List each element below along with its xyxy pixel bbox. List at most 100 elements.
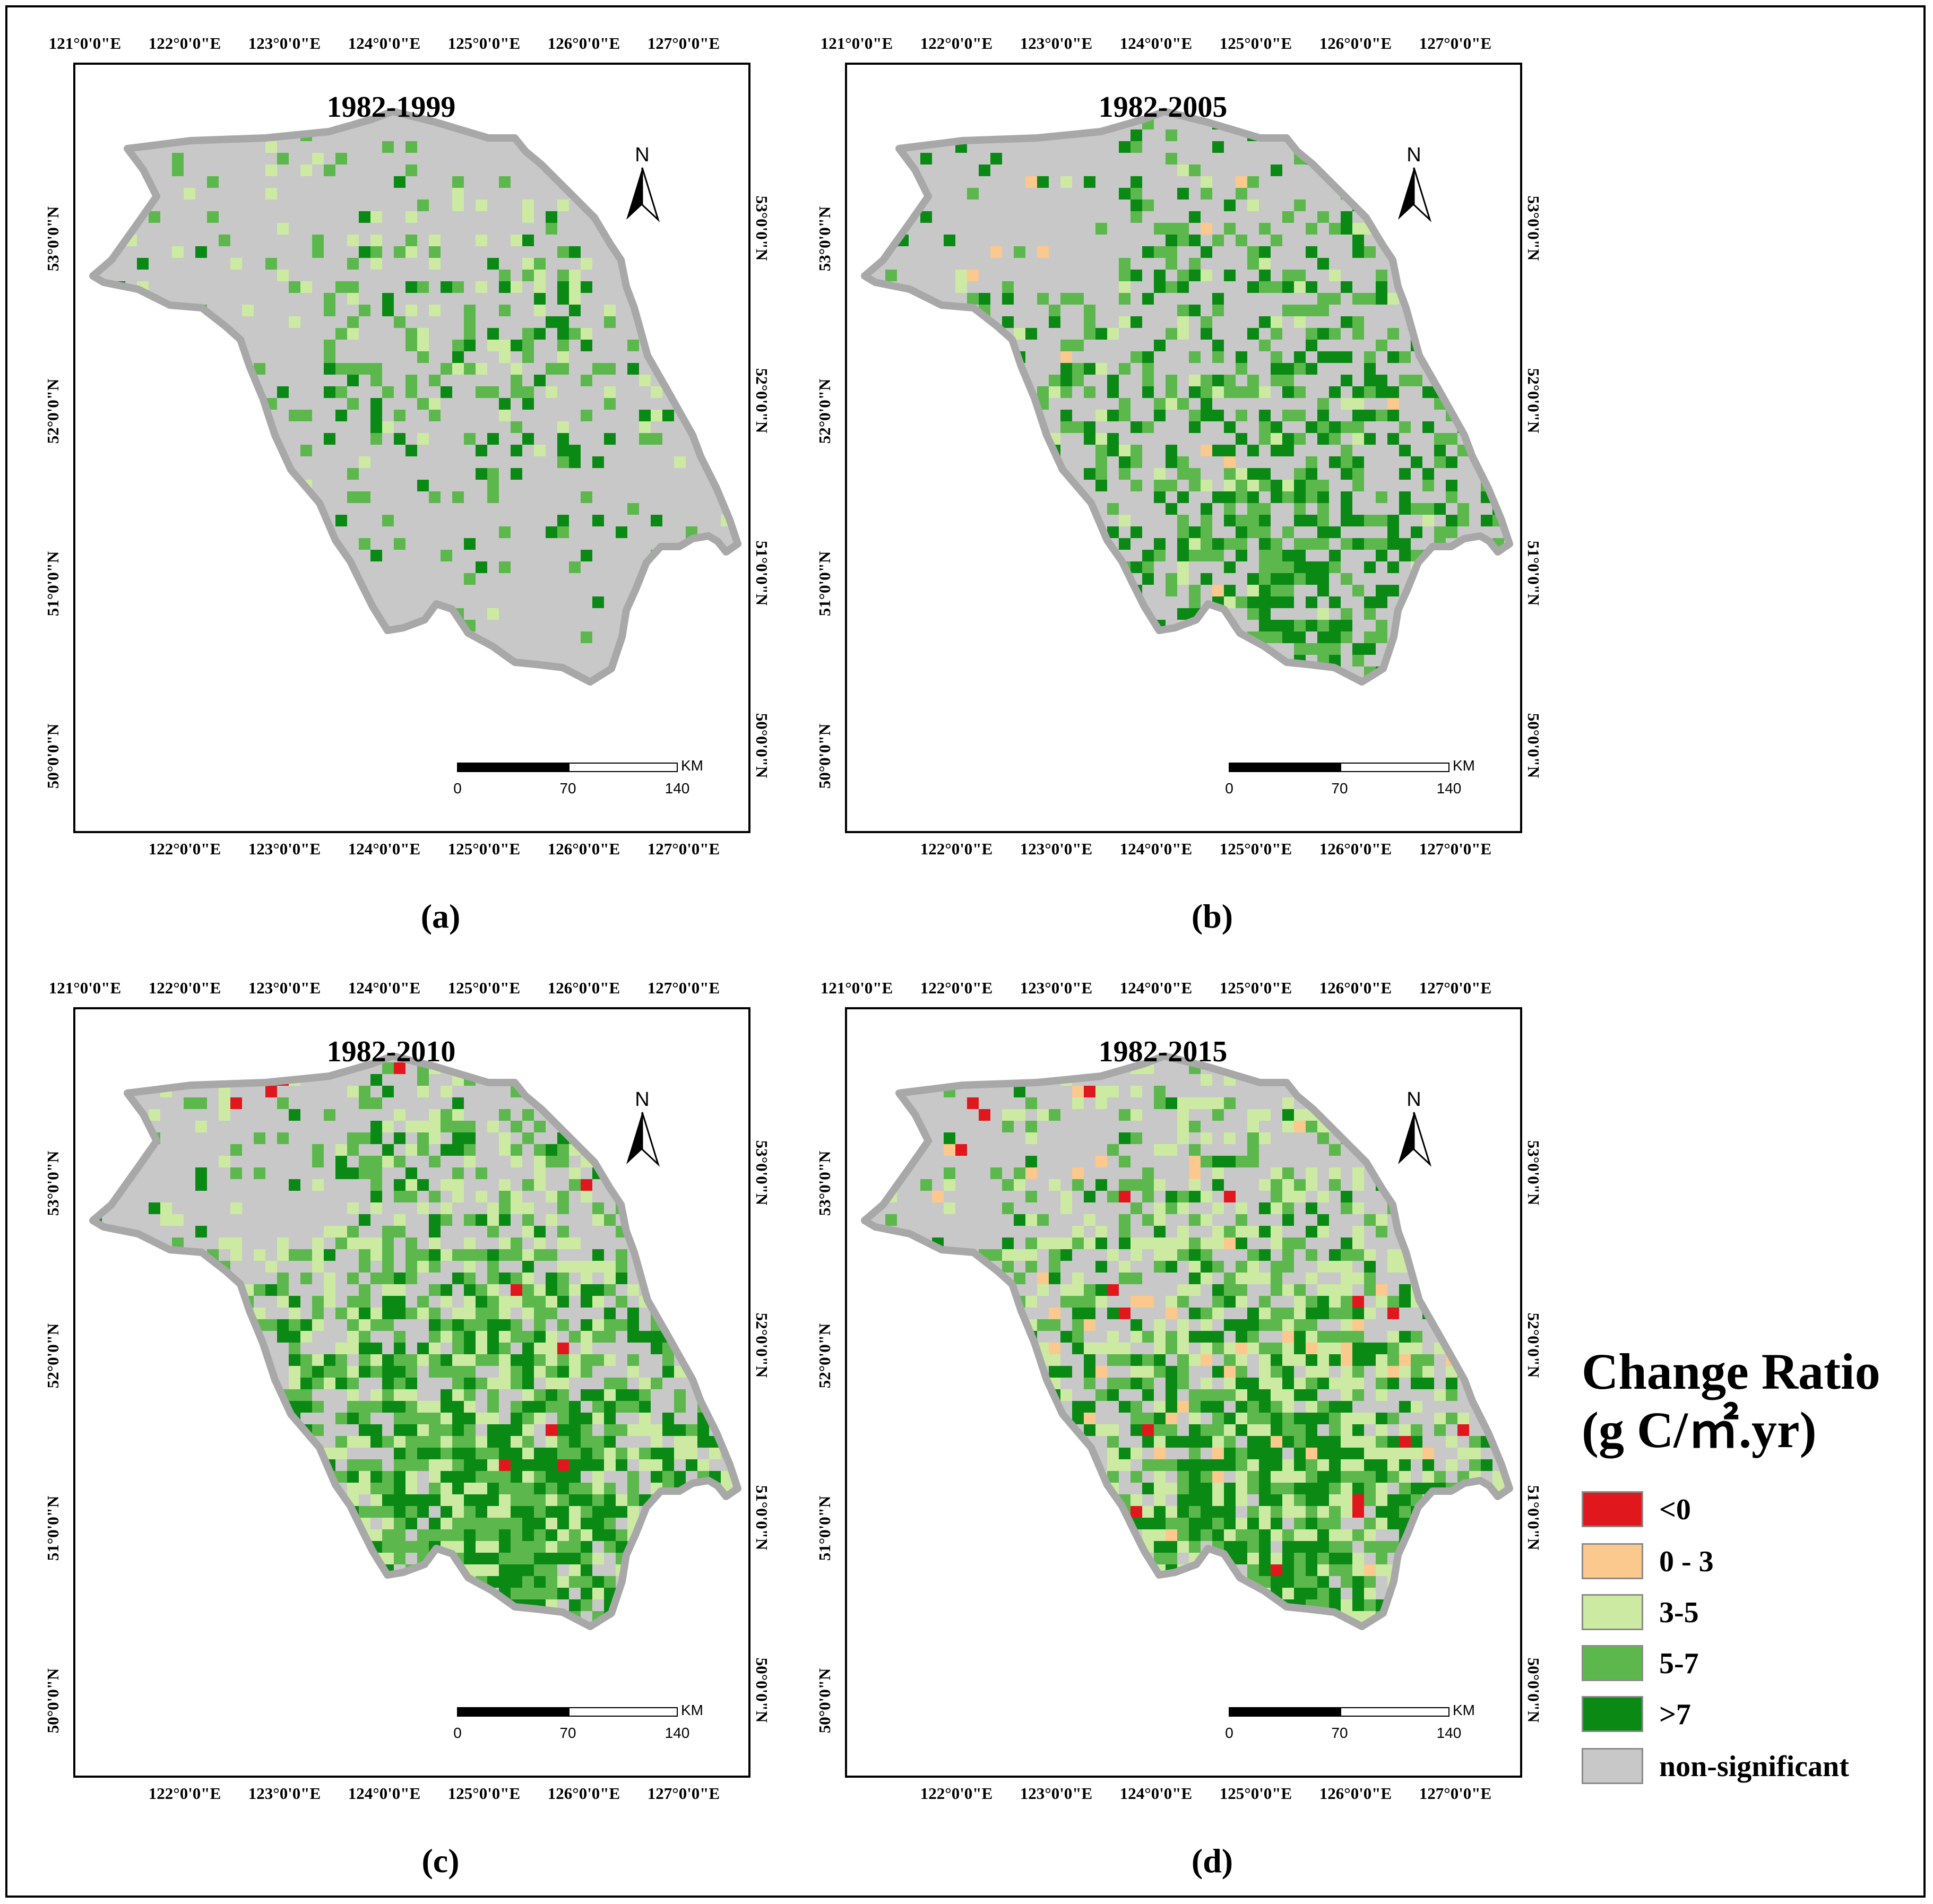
change-cell (1201, 1156, 1212, 1167)
change-cell (452, 1121, 464, 1132)
change-cell (464, 1424, 476, 1436)
change-cell (359, 1284, 370, 1296)
change-cell (312, 1471, 324, 1483)
change-cell (195, 1506, 207, 1518)
change-cell (639, 1378, 651, 1389)
change-cell (511, 1237, 522, 1249)
change-cell (1166, 281, 1177, 293)
change-cell (1271, 165, 1282, 176)
change-cell (651, 1471, 662, 1483)
change-cell (1352, 1056, 1364, 1062)
change-cell (93, 526, 102, 538)
change-cell (464, 1214, 476, 1226)
change-cell (476, 1354, 487, 1366)
change-cell (405, 1541, 417, 1553)
change-cell (604, 1056, 616, 1062)
change-cell (1422, 1378, 1434, 1389)
change-cell (487, 1576, 499, 1588)
change-cell (172, 1389, 184, 1401)
change-cell (1049, 1611, 1060, 1623)
change-cell (979, 585, 990, 596)
change-cell (1189, 1191, 1201, 1202)
change-cell (394, 1062, 405, 1074)
change-cell (1189, 1518, 1201, 1529)
change-cell (1317, 1284, 1329, 1296)
change-cell (172, 1354, 184, 1366)
change-cell (1224, 1226, 1236, 1237)
change-cell (172, 1623, 184, 1626)
change-cell (1352, 643, 1364, 655)
change-cell (1236, 596, 1247, 608)
change-cell (522, 1611, 534, 1623)
change-cell (1282, 433, 1294, 445)
change-cell (616, 1319, 627, 1331)
change-cell (1422, 1529, 1434, 1541)
change-cell (569, 1237, 581, 1249)
change-cell (1329, 1401, 1341, 1413)
change-cell (1317, 585, 1329, 596)
change-cell (990, 153, 1002, 165)
change-cell (1236, 1378, 1247, 1389)
change-cell (254, 1494, 265, 1506)
change-cell (920, 480, 932, 491)
change-cell (674, 1121, 686, 1132)
change-cell (1201, 445, 1212, 456)
change-cell (382, 305, 394, 316)
change-cell (219, 410, 230, 421)
change-cell (487, 608, 499, 620)
change-cell (557, 1576, 569, 1588)
change-cell (324, 1623, 335, 1626)
change-cell (627, 1448, 639, 1459)
change-cell (1341, 620, 1352, 631)
change-cell (405, 1424, 417, 1436)
change-cell (511, 1506, 522, 1518)
change-cell (429, 1109, 441, 1121)
change-cell (1352, 410, 1364, 421)
change-cell (1002, 1378, 1014, 1389)
right-latitude-label: 51°0'0"N (753, 1485, 771, 1551)
change-cell (920, 491, 932, 503)
change-cell (511, 1483, 522, 1494)
change-cell (1131, 211, 1142, 223)
change-cell (1166, 445, 1177, 456)
change-cell (1294, 1564, 1306, 1576)
change-cell (1329, 1518, 1341, 1529)
change-cell (1364, 293, 1376, 305)
change-cell (1306, 515, 1317, 526)
change-cell (721, 1284, 732, 1296)
change-cell (487, 1284, 499, 1296)
change-cell (697, 340, 709, 351)
change-cell (592, 1284, 604, 1296)
change-cell (441, 1564, 452, 1576)
change-cell (1259, 433, 1271, 445)
change-cell (885, 1553, 897, 1564)
change-cell (979, 445, 990, 456)
change-cell (1072, 1401, 1084, 1413)
change-cell (990, 340, 1002, 351)
change-cell (990, 363, 1002, 375)
change-cell (604, 305, 616, 316)
change-cell (429, 1483, 441, 1494)
change-cell (1306, 1448, 1317, 1459)
change-cell (1107, 1588, 1119, 1599)
change-cell (265, 141, 277, 153)
change-cell (1154, 281, 1166, 293)
change-cell (347, 468, 359, 480)
change-cell (335, 1471, 347, 1483)
change-cell (441, 1576, 452, 1588)
change-cell (464, 1518, 476, 1529)
change-cell (394, 1588, 405, 1599)
change-cell (394, 246, 405, 258)
change-cell (1306, 1471, 1317, 1483)
change-cell (1212, 1226, 1224, 1237)
change-cell (1002, 503, 1014, 515)
change-cell (1154, 340, 1166, 351)
change-cell (1037, 1436, 1049, 1448)
change-cell (709, 1541, 721, 1553)
change-cell (1212, 1483, 1224, 1494)
change-cell (1317, 1366, 1329, 1378)
change-cell (1317, 561, 1329, 573)
change-cell (920, 328, 932, 340)
change-cell (1154, 643, 1166, 655)
change-cell (1107, 526, 1119, 538)
